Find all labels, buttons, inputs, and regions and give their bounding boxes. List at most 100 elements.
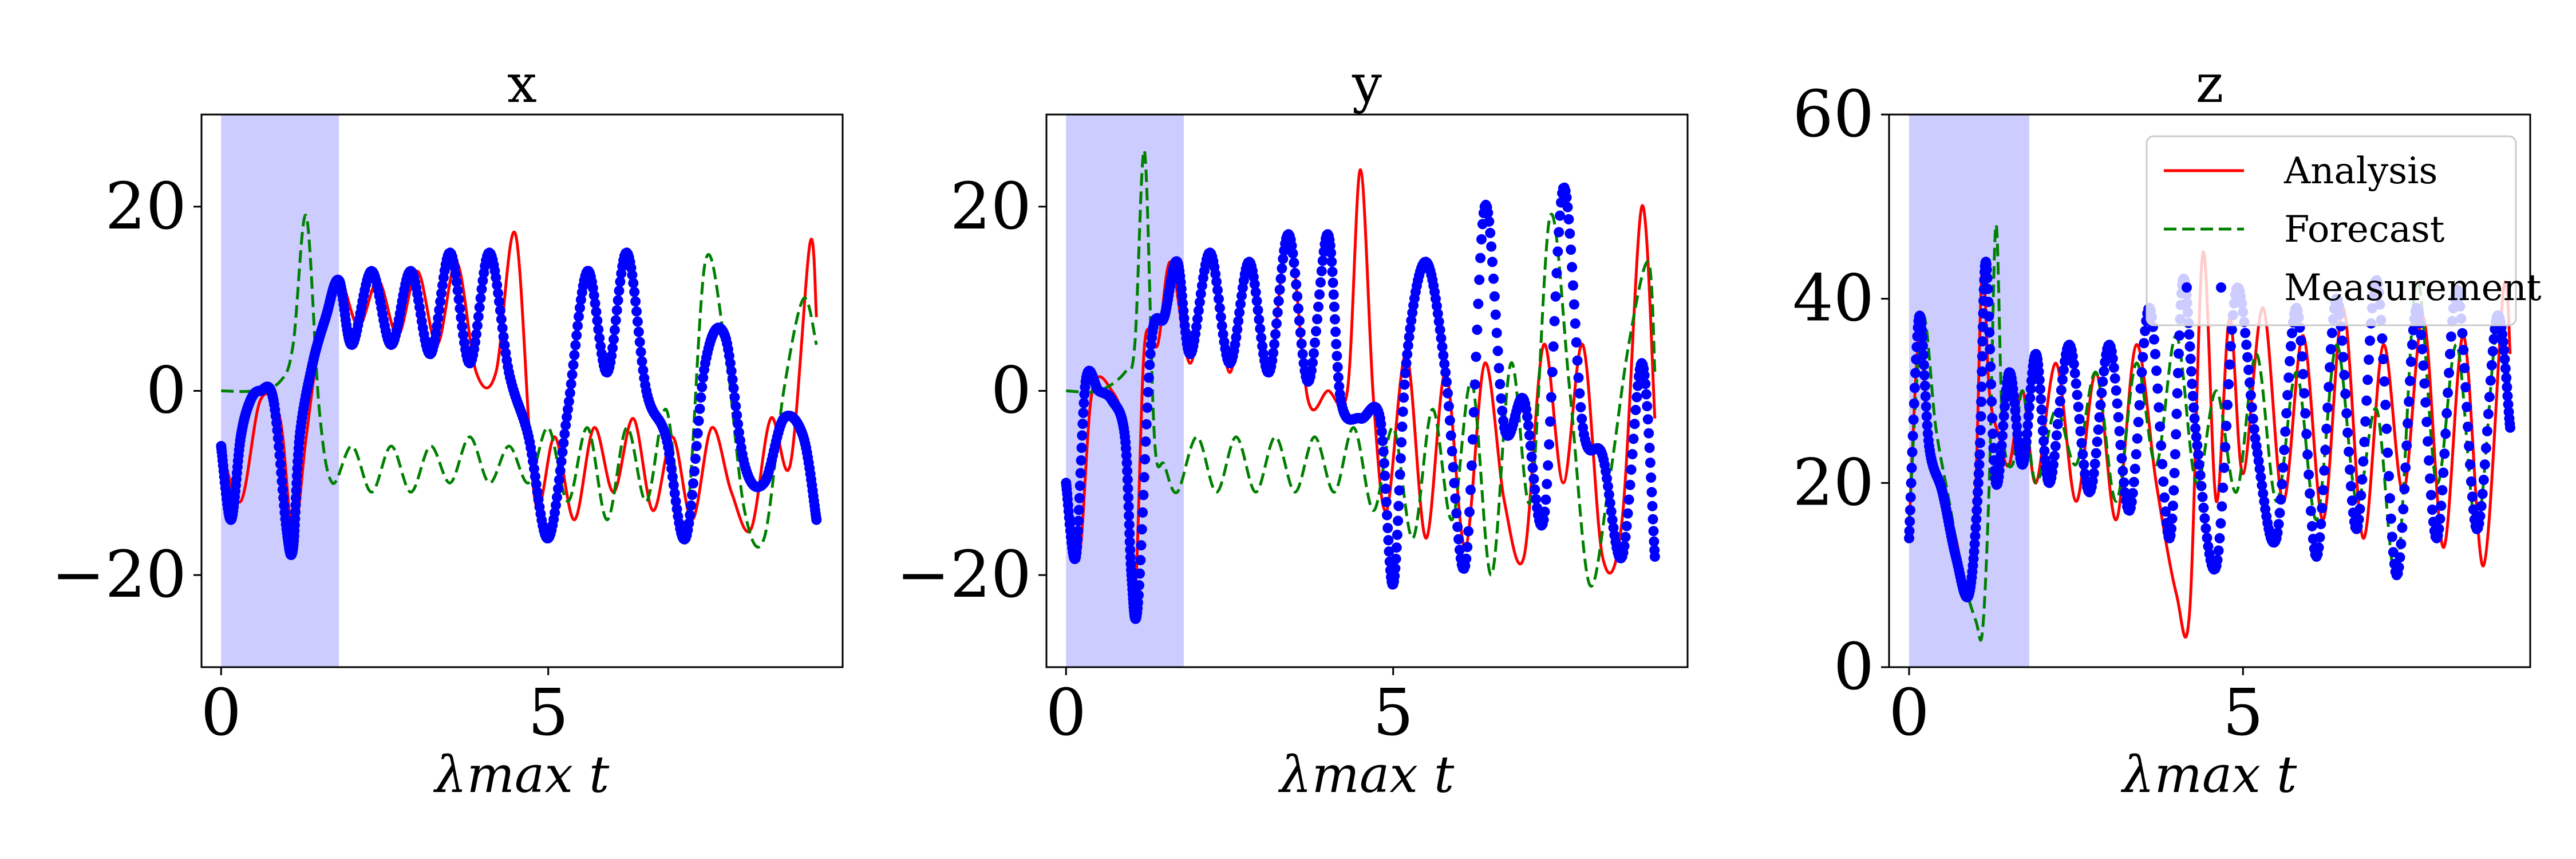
measurement-point — [2298, 369, 2309, 380]
measurement-point — [1326, 257, 1337, 267]
measurement-point — [638, 365, 649, 376]
measurement-point — [1178, 298, 1188, 309]
measurement-point — [1075, 468, 1086, 479]
chart-panel-z: z 0 5 0 20 40 60 λmax t Analysis Forecast Measurem… — [1792, 53, 2541, 804]
measurement-point — [1076, 443, 1087, 453]
measurement-point — [2096, 388, 2107, 399]
measurement-point — [1571, 337, 1582, 348]
measurement-point — [2399, 483, 2410, 494]
measurement-point — [1467, 434, 1478, 445]
measurement-point — [1564, 228, 1575, 239]
measurement-point — [2192, 440, 2203, 451]
measurement-point — [1997, 430, 2008, 441]
measurement-point — [2197, 491, 2208, 502]
measurement-point — [1641, 389, 1652, 400]
measurement-point — [1077, 430, 1088, 441]
measurement-point — [1306, 365, 1317, 376]
measurement-point — [1603, 489, 1614, 500]
measurement-point — [1214, 302, 1225, 313]
measurement-point — [2119, 477, 2129, 488]
measurement-point — [1295, 327, 1306, 338]
measurement-point — [472, 320, 483, 331]
x-tick-label: 0 — [1046, 676, 1086, 750]
measurement-point — [2050, 441, 2061, 451]
measurement-point — [1986, 379, 1997, 389]
measurement-point — [2346, 495, 2357, 506]
measurement-point — [1906, 478, 1917, 488]
measurement-point — [2057, 374, 2068, 385]
measurement-point — [1121, 458, 1132, 468]
legend-label-forecast: Forecast — [2284, 208, 2445, 251]
measurement-point — [1074, 492, 1085, 503]
measurement-point — [1330, 326, 1341, 337]
plot-area — [216, 214, 822, 560]
measurement-point — [2379, 376, 2390, 387]
measurement-point — [607, 342, 618, 353]
measurement-point — [1136, 524, 1147, 535]
y-tick-label: 0 — [991, 354, 1032, 428]
measurement-point — [1121, 450, 1132, 461]
measurement-point — [290, 500, 301, 511]
measurement-point — [733, 419, 744, 430]
measurement-point — [1490, 309, 1501, 320]
measurement-point — [1570, 318, 1581, 329]
measurement-point — [2337, 335, 2348, 346]
measurement-point — [1257, 341, 1268, 352]
measurement-point — [2499, 345, 2510, 356]
measurement-point — [1917, 325, 1927, 336]
measurement-point — [2505, 422, 2515, 433]
measurement-point — [2479, 459, 2490, 470]
measurement-point — [2297, 351, 2308, 362]
measurement-point — [1267, 355, 1278, 366]
measurement-point — [1994, 465, 2005, 476]
measurement-point — [637, 356, 647, 367]
measurement-point — [1144, 360, 1155, 371]
measurement-point — [531, 479, 542, 490]
measurement-point — [2039, 446, 2050, 456]
measurement-point — [2092, 436, 2103, 447]
measurement-point — [2212, 554, 2223, 565]
measurement-point — [1334, 381, 1345, 392]
measurement-point — [2435, 514, 2445, 524]
measurement-point — [2218, 482, 2229, 493]
measurement-point — [1332, 362, 1343, 372]
measurement-point — [2301, 428, 2312, 439]
measurement-point — [2278, 462, 2289, 473]
measurement-point — [2219, 462, 2230, 473]
measurement-point — [2080, 468, 2091, 479]
measurement-point — [559, 428, 570, 439]
measurement-point — [1076, 455, 1086, 466]
measurement-point — [2404, 396, 2415, 407]
measurement-point — [2079, 459, 2089, 470]
measurement-point — [1215, 312, 1226, 322]
measurement-point — [2443, 388, 2453, 398]
measurement-point — [694, 403, 705, 414]
measurement-point — [2168, 501, 2178, 511]
measurement-point — [1983, 297, 1994, 308]
measurement-point — [1326, 247, 1337, 258]
measurement-point — [2129, 463, 2140, 474]
x-tick-label: 5 — [528, 676, 568, 750]
measurement-point — [1405, 323, 1416, 334]
measurement-point — [588, 290, 599, 301]
measurement-point — [2226, 324, 2237, 335]
measurement-point — [434, 305, 445, 316]
measurement-point — [274, 450, 285, 460]
measurement-point — [2283, 372, 2294, 383]
measurement-point — [1232, 324, 1243, 335]
measurement-point — [2000, 392, 2011, 403]
measurement-point — [1445, 430, 1456, 441]
measurement-point — [2193, 449, 2203, 460]
measurement-point — [450, 269, 461, 279]
y-tick-label: −20 — [896, 538, 1032, 612]
measurement-point — [2439, 448, 2450, 459]
measurement-point — [2319, 465, 2330, 476]
measurement-point — [1971, 514, 1982, 525]
measurement-point — [2459, 362, 2470, 373]
measurement-point — [2398, 504, 2409, 515]
measurement-point — [2275, 494, 2286, 505]
measurement-point — [2174, 330, 2185, 341]
measurement-point — [1466, 460, 1477, 471]
measurement-point — [1563, 214, 1574, 224]
measurement-point — [568, 360, 579, 371]
